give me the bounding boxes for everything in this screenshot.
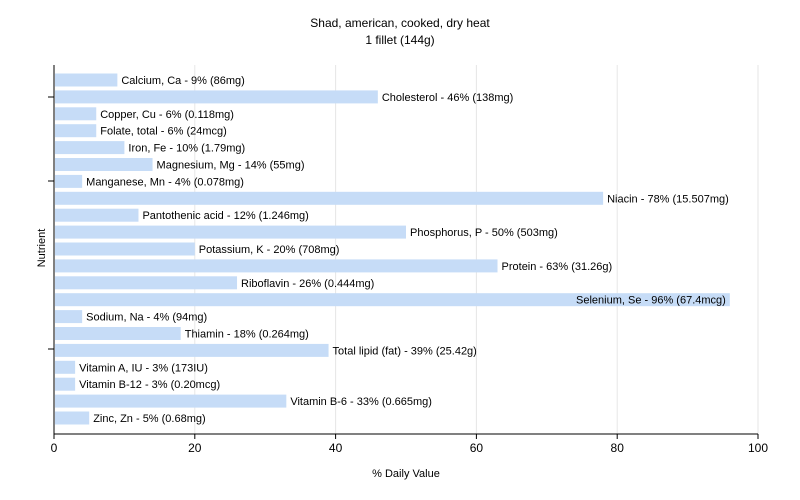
bar bbox=[55, 141, 125, 155]
grid-lines bbox=[194, 65, 759, 434]
bar bbox=[55, 293, 730, 307]
bar-label: Vitamin B-12 - 3% (0.20mcg) bbox=[79, 379, 220, 391]
axes-group bbox=[48, 65, 759, 439]
chart-title: Shad, american, cooked, dry heat bbox=[310, 16, 490, 30]
bar-label: Copper, Cu - 6% (0.118mg) bbox=[100, 109, 234, 121]
x-axis-label: % Daily Value bbox=[372, 468, 440, 480]
x-tick-label: 40 bbox=[329, 441, 343, 455]
bar bbox=[55, 242, 195, 256]
bar bbox=[55, 394, 287, 408]
bar-label: Zinc, Zn - 5% (0.68mg) bbox=[93, 413, 205, 425]
bar bbox=[55, 343, 329, 357]
bar-label: Folate, total - 6% (24mcg) bbox=[100, 126, 227, 138]
bar bbox=[55, 107, 97, 121]
bars-group: Calcium, Ca - 9% (86mg) Cholesterol - 46%… bbox=[55, 73, 730, 425]
bar bbox=[55, 225, 406, 239]
x-tick-label: 80 bbox=[611, 441, 625, 455]
bar-label: Calcium, Ca - 9% (86mg) bbox=[121, 75, 244, 87]
bar-label: Potassium, K - 20% (708mg) bbox=[199, 244, 340, 256]
bar-label: Iron, Fe - 10% (1.79mg) bbox=[128, 143, 245, 155]
bar bbox=[55, 259, 498, 273]
bar-label: Sodium, Na - 4% (94mg) bbox=[86, 312, 207, 324]
x-tick-label: 60 bbox=[470, 441, 484, 455]
bar bbox=[55, 411, 90, 425]
bar-label: Phosphorus, P - 50% (503mg) bbox=[410, 227, 558, 239]
y-axis-label: Nutrient bbox=[36, 229, 48, 268]
bar bbox=[55, 208, 139, 222]
bar-label: Pantothenic acid - 12% (1.246mg) bbox=[142, 210, 308, 222]
x-tick-label: 100 bbox=[748, 441, 768, 455]
bar bbox=[55, 360, 76, 374]
bar bbox=[55, 191, 604, 205]
x-tick-labels: 0 20 40 60 80 100 bbox=[51, 441, 769, 455]
bar bbox=[55, 310, 83, 324]
bar-label: Riboflavin - 26% (0.444mg) bbox=[241, 278, 374, 290]
bar-label: Magnesium, Mg - 14% (55mg) bbox=[157, 160, 305, 172]
bar bbox=[55, 124, 97, 138]
bar bbox=[55, 90, 378, 104]
x-tick-label: 20 bbox=[188, 441, 202, 455]
bar-label: Niacin - 78% (15.507mg) bbox=[607, 193, 729, 205]
bar bbox=[55, 174, 83, 188]
chart-subtitle: 1 fillet (144g) bbox=[365, 33, 434, 47]
bar-label: Selenium, Se - 96% (67.4mcg) bbox=[576, 295, 726, 307]
bar-label: Vitamin A, IU - 3% (173IU) bbox=[79, 362, 208, 374]
bar bbox=[55, 276, 238, 290]
bar-label: Manganese, Mn - 4% (0.078mg) bbox=[86, 176, 244, 188]
bar bbox=[55, 377, 76, 391]
bar-label: Total lipid (fat) - 39% (25.42g) bbox=[333, 345, 477, 357]
x-tick-label: 0 bbox=[51, 441, 58, 455]
bar-label: Protein - 63% (31.26g) bbox=[502, 261, 613, 273]
bar bbox=[55, 327, 181, 340]
bar-label: Vitamin B-6 - 33% (0.665mg) bbox=[290, 396, 432, 408]
bar bbox=[55, 158, 153, 171]
bar-label: Thiamin - 18% (0.264mg) bbox=[185, 329, 309, 341]
bar bbox=[55, 73, 118, 87]
bar-label: Cholesterol - 46% (138mg) bbox=[382, 92, 513, 104]
